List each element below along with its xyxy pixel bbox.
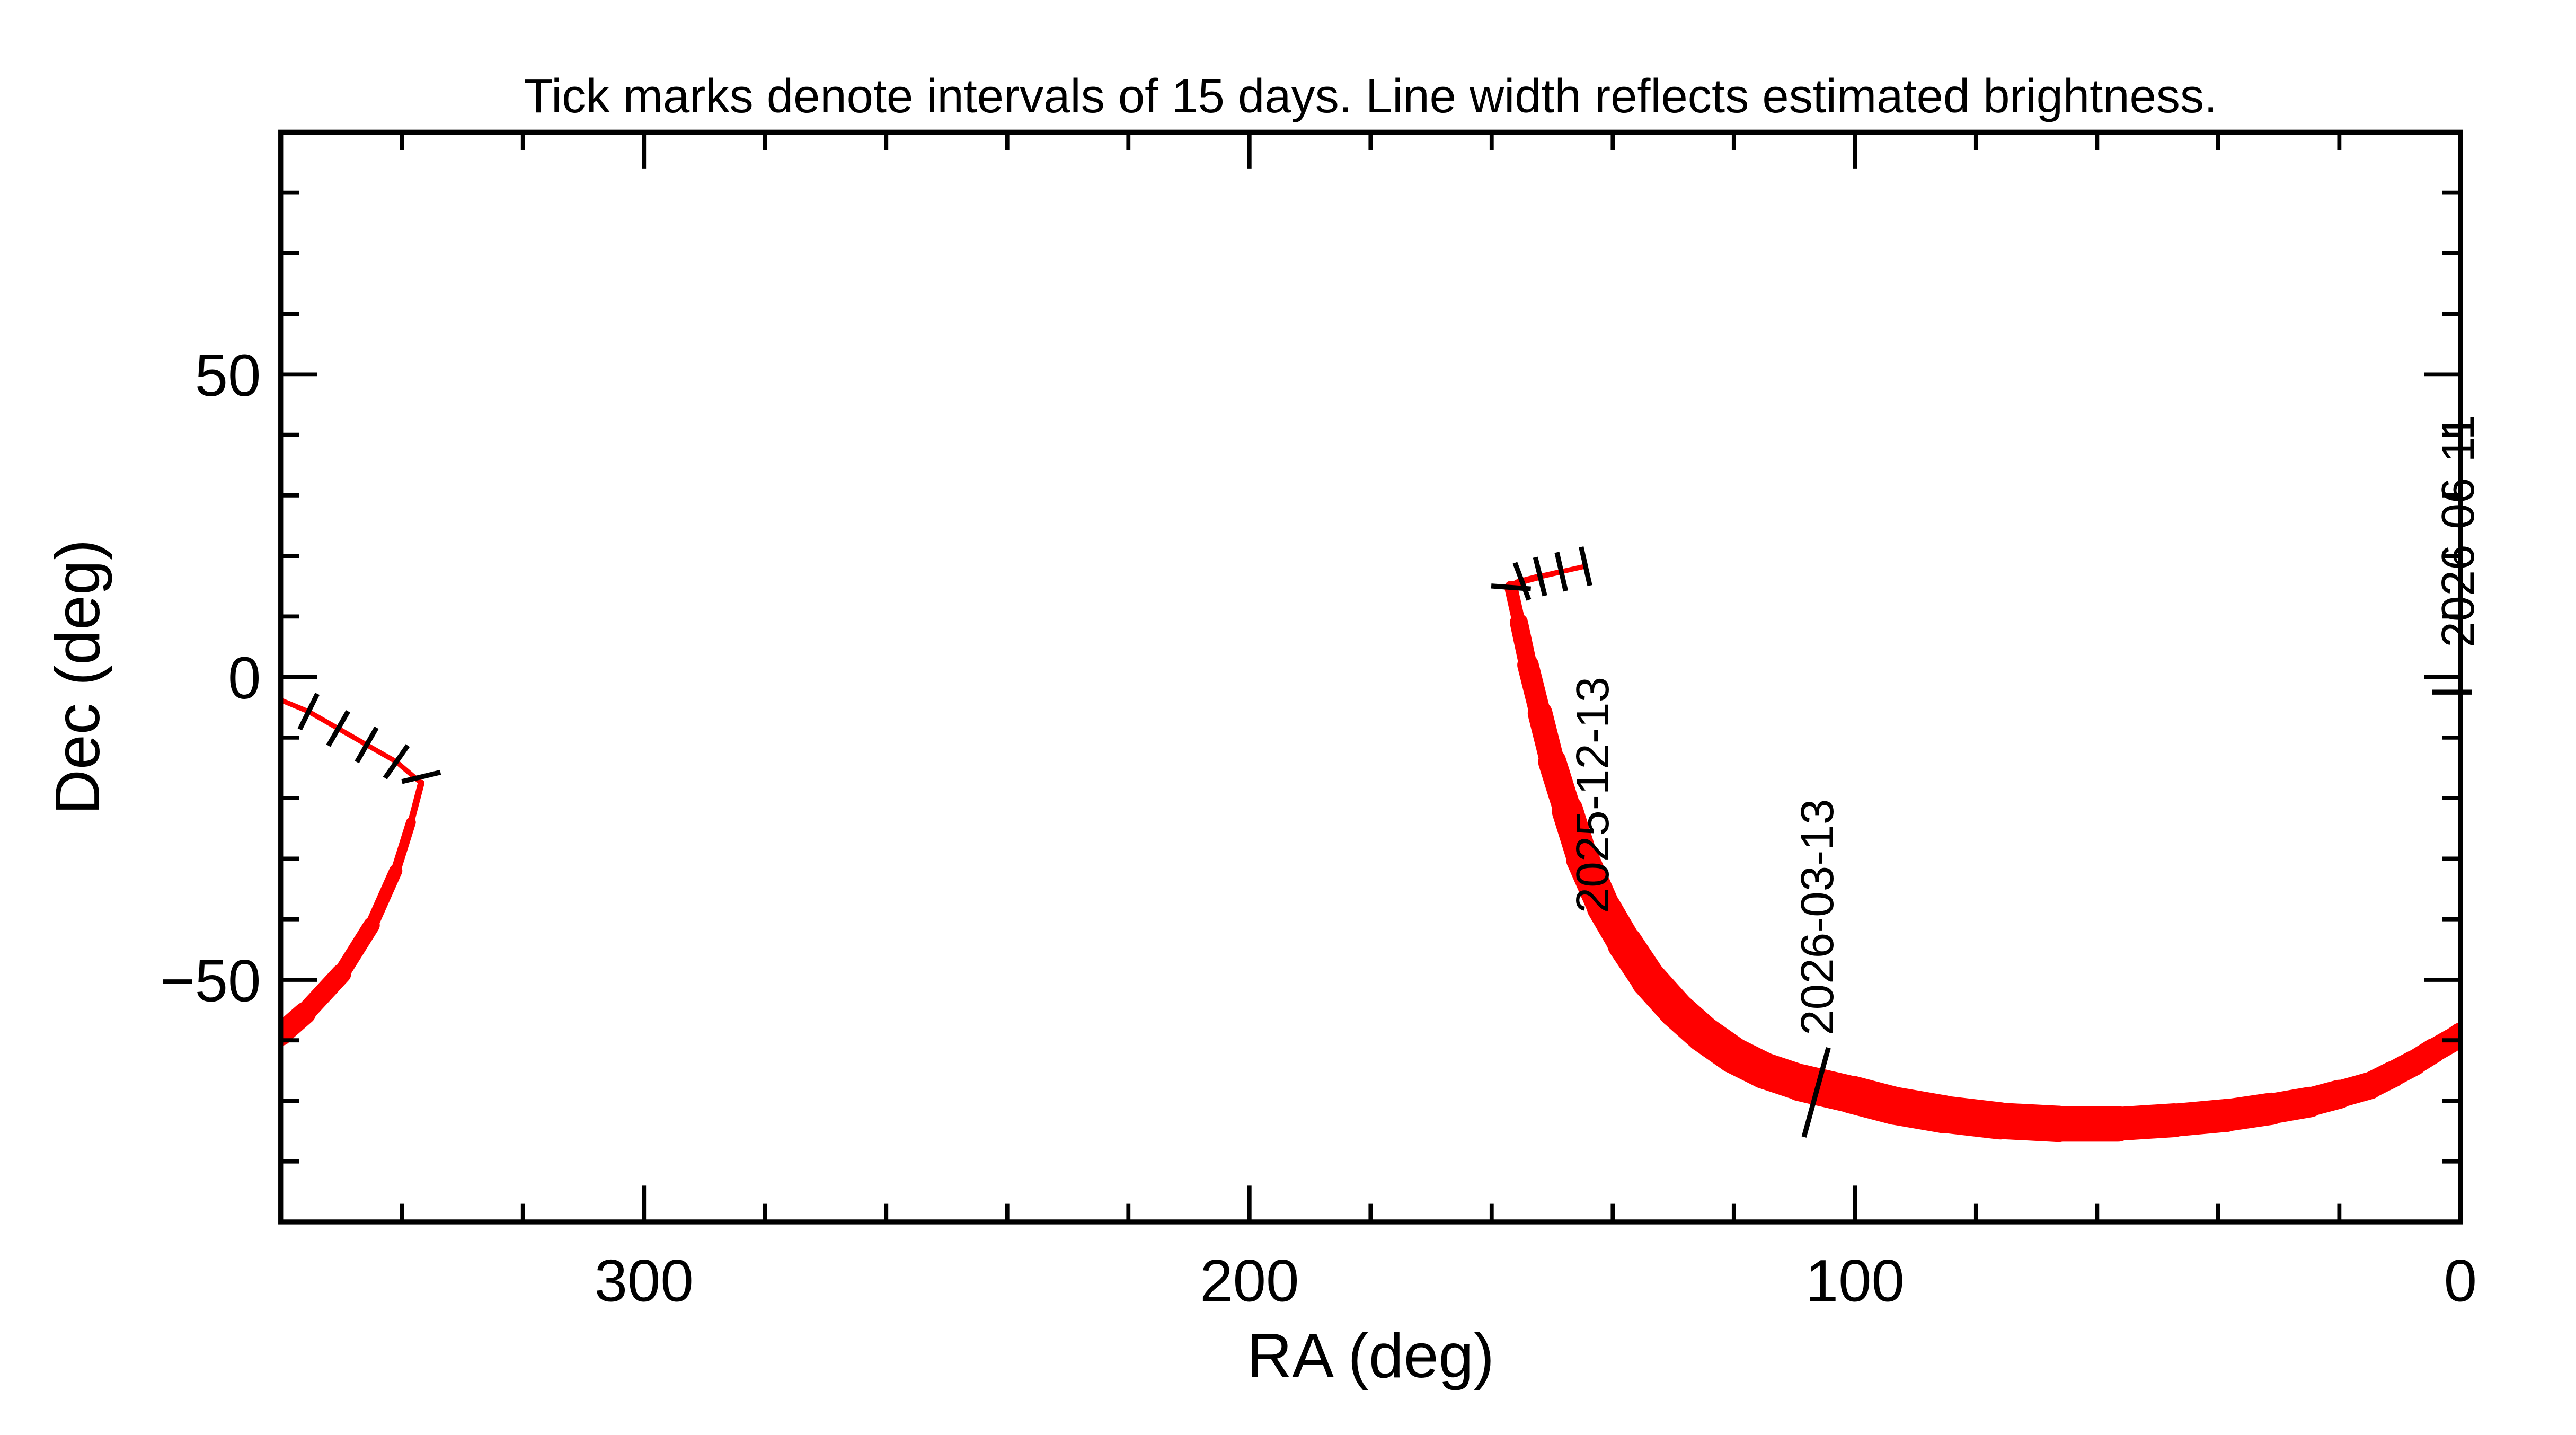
track-point [1607,926,1642,961]
plot-frame [278,129,2463,1225]
x-tick-label: 0 [2444,1247,2477,1314]
track-segment [280,697,311,714]
track-point [406,818,415,827]
date-tick [326,710,350,747]
x-tick-label: 200 [1200,1247,1299,1314]
track-point [2379,1061,2406,1088]
track-point [2210,1099,2244,1132]
track-point [2040,1105,2077,1142]
date-tick [383,744,410,779]
track-segment [365,864,403,932]
x-tick-label: 100 [1805,1247,1905,1314]
axis-ticks [278,130,2463,1224]
track-point [1715,1037,1752,1074]
x-axis-label: RA (deg) [1247,1321,1494,1391]
chart-title: Tick marks denote intervals of 15 days. … [524,69,2217,123]
track-segment [364,742,399,765]
y-tick-label: −50 [160,947,261,1014]
track-point [419,780,424,786]
track-point [1510,614,1527,631]
track-point [1924,1095,1962,1133]
track-point [2157,1103,2191,1137]
track-point [1631,961,1668,998]
track-point [1746,1052,1783,1089]
x-tick-labels: 300 200 100 0 [595,1247,2477,1314]
date-tick [401,769,441,784]
track-point [2356,1072,2383,1099]
date-label-2026-06-11: 2026-06-11 [2432,414,2484,648]
track-segment [1559,563,1588,574]
track-point [1833,1076,1872,1114]
y-tick-label: 50 [195,342,261,409]
track-point [1685,1016,1722,1053]
track-point [1528,702,1552,725]
track-point [1782,1064,1819,1101]
track-segment [335,726,369,748]
track-group [280,563,2460,1142]
track-layer [280,563,2460,1142]
track-point [1518,655,1538,675]
track-segment [306,709,341,731]
track-point [1566,842,1599,875]
track-point [2402,1050,2427,1075]
date-tick-labeled [1801,1047,1831,1138]
track-point [1658,991,1695,1029]
y-tick-labels: 50 0 −50 [160,342,261,1014]
x-tick-label: 300 [595,1247,694,1314]
date-tick-labeled [1579,546,1592,587]
track-point [390,865,402,877]
track-segment [408,779,425,826]
track-point [2295,1087,2325,1117]
date-tick [1491,583,1532,591]
date-tick [355,726,379,764]
track-segment [391,817,416,876]
track-point [294,1002,316,1024]
date-tick [1554,552,1569,592]
track-segment [333,917,380,982]
track-point [1539,748,1565,775]
date-tick [1512,562,1532,601]
track-segment [1537,569,1564,580]
track-point [1587,890,1621,924]
track-point [364,918,379,933]
date-label-2025-12-13: 2025-12-13 [1567,677,1618,913]
track-point [2255,1093,2288,1124]
track-point [1982,1102,2019,1139]
date-tick [1533,556,1547,597]
y-axis-label: Dec (deg) [43,539,113,815]
track-point [2325,1080,2353,1109]
track-point [2100,1106,2135,1141]
date-label-2026-03-13: 2026-03-13 [1792,799,1843,1035]
track-point [332,964,351,983]
date-tick [297,693,320,731]
track-point [1552,795,1582,826]
y-tick-label: 0 [228,644,261,711]
date-tick-layer [297,546,2472,1138]
track-point [1875,1086,1914,1125]
